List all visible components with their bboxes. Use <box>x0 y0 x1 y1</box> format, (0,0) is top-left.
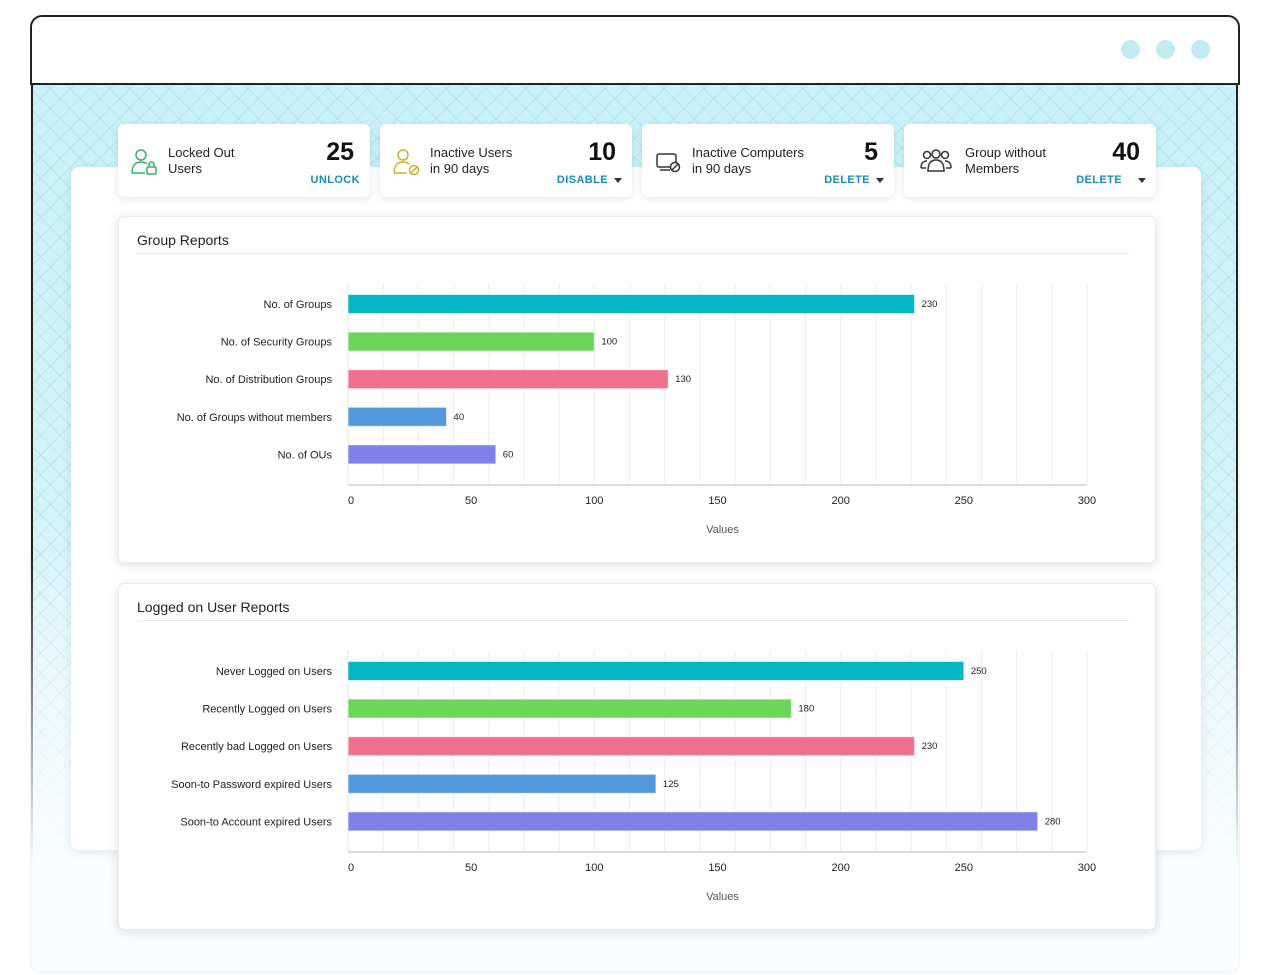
stat-label-line: in 90 days <box>430 161 490 176</box>
bar[interactable] <box>347 811 1039 832</box>
delete-computers-dropdown-button[interactable]: DELETE <box>824 174 884 186</box>
logged-on-user-reports-card: Logged on User Reports Never Logged on U… <box>118 583 1156 930</box>
stat-label: Group without Members <box>965 145 1105 177</box>
window-controls <box>1121 40 1210 59</box>
group-reports-card: Group Reports No. of Groups 230 No. of Sec… <box>118 216 1156 563</box>
divider <box>137 253 1129 254</box>
group-reports-chart: No. of Groups 230 No. of Security Groups 10… <box>177 283 1096 536</box>
x-tick-label: 250 <box>955 862 973 874</box>
caret-down-icon <box>1138 177 1146 183</box>
bar[interactable] <box>347 773 657 794</box>
data-label: 130 <box>675 374 691 385</box>
stat-card-group-without-members: Group without Members 40 DELETE <box>904 124 1156 197</box>
category-label: Soon-to Password expired Users <box>171 779 332 791</box>
x-tick-label: 200 <box>831 495 849 507</box>
data-label: 100 <box>601 337 617 348</box>
bar[interactable] <box>347 698 792 719</box>
stat-label: Inactive Users in 90 days <box>430 145 570 177</box>
bar[interactable] <box>347 736 916 757</box>
category-label: Recently bad Logged on Users <box>181 741 333 753</box>
stat-label-line: Members <box>965 161 1020 176</box>
stat-count: 40 <box>1112 138 1140 166</box>
x-tick-label: 250 <box>955 495 973 507</box>
x-tick-label: 50 <box>465 862 477 874</box>
category-label: Soon-to Account expired Users <box>180 816 332 828</box>
group-icon <box>918 148 954 176</box>
data-label: 60 <box>503 449 514 460</box>
bar[interactable] <box>347 444 497 465</box>
stat-label-line: Locked Out <box>168 145 235 160</box>
x-tick-label: 150 <box>708 862 726 874</box>
category-label: Recently Logged on Users <box>202 704 332 716</box>
caret-down-icon <box>614 177 622 183</box>
data-label: 40 <box>454 412 465 423</box>
action-label: UNLOCK <box>310 174 360 186</box>
stat-count: 5 <box>864 138 878 166</box>
stat-label-line: Users <box>168 161 202 176</box>
x-tick-label: 150 <box>708 495 726 507</box>
stat-count: 10 <box>588 138 616 166</box>
x-tick-label: 100 <box>585 495 603 507</box>
category-label: No. of OUs <box>278 449 333 461</box>
category-label: No. of Security Groups <box>221 337 333 349</box>
x-tick-label: 50 <box>465 495 477 507</box>
window-dot-icon[interactable] <box>1121 40 1140 59</box>
category-label: Never Logged on Users <box>216 666 333 678</box>
x-tick-label: 300 <box>1078 495 1096 507</box>
unlock-button[interactable]: UNLOCK <box>311 174 360 186</box>
divider <box>137 620 1129 621</box>
delete-groups-dropdown-button[interactable]: DELETE <box>1076 174 1146 186</box>
stat-card-inactive-computers: Inactive Computers in 90 days 5 DELETE <box>642 124 894 197</box>
stat-label: Locked Out Users <box>168 145 308 177</box>
window-dot-icon[interactable] <box>1156 40 1175 59</box>
category-label: No. of Distribution Groups <box>205 374 332 386</box>
x-tick-label: 0 <box>348 495 354 507</box>
bar[interactable] <box>347 294 916 314</box>
stat-label-line: Inactive Users <box>430 145 513 160</box>
stat-card-inactive-users: Inactive Users in 90 days 10 DISABLE <box>380 124 632 197</box>
data-label: 280 <box>1045 816 1061 827</box>
disable-dropdown-button[interactable]: DISABLE <box>557 174 622 186</box>
bar[interactable] <box>347 661 965 681</box>
stat-label-line: in 90 days <box>692 161 752 176</box>
action-label: DELETE <box>1076 174 1122 186</box>
data-label: 125 <box>663 779 679 790</box>
computer-disabled-icon <box>654 148 684 176</box>
data-label: 230 <box>922 741 938 752</box>
data-label: 250 <box>971 666 987 677</box>
caret-down-icon <box>876 177 884 183</box>
stat-count: 25 <box>326 138 354 166</box>
window-titlebar <box>30 15 1240 85</box>
bar[interactable] <box>347 369 669 390</box>
x-axis-title: Values <box>706 891 739 903</box>
report-title: Logged on User Reports <box>137 599 290 615</box>
bar[interactable] <box>347 331 595 352</box>
bar[interactable] <box>347 406 448 427</box>
x-tick-label: 0 <box>348 862 354 874</box>
x-axis-title: Values <box>706 524 739 536</box>
window-dot-icon[interactable] <box>1191 40 1210 59</box>
action-label: DISABLE <box>556 174 608 186</box>
user-disabled-icon <box>392 148 422 176</box>
x-tick-label: 200 <box>831 862 849 874</box>
category-label: No. of Groups without members <box>177 412 333 424</box>
category-label: No. of Groups <box>264 299 333 311</box>
logged-on-user-reports-chart: Never Logged on Users 250 Recently Logged … <box>171 650 1096 903</box>
stat-label-line: Group without <box>965 145 1046 160</box>
x-tick-label: 300 <box>1078 862 1096 874</box>
action-label: DELETE <box>824 174 870 186</box>
stat-label: Inactive Computers in 90 days <box>692 145 832 177</box>
data-label: 180 <box>798 704 814 715</box>
user-lock-icon <box>130 148 160 176</box>
stat-card-locked-out-users: Locked Out Users 25 UNLOCK <box>118 124 370 197</box>
report-title: Group Reports <box>137 232 229 248</box>
x-tick-label: 100 <box>585 862 603 874</box>
data-label: 230 <box>922 299 938 310</box>
stat-label-line: Inactive Computers <box>692 145 804 160</box>
